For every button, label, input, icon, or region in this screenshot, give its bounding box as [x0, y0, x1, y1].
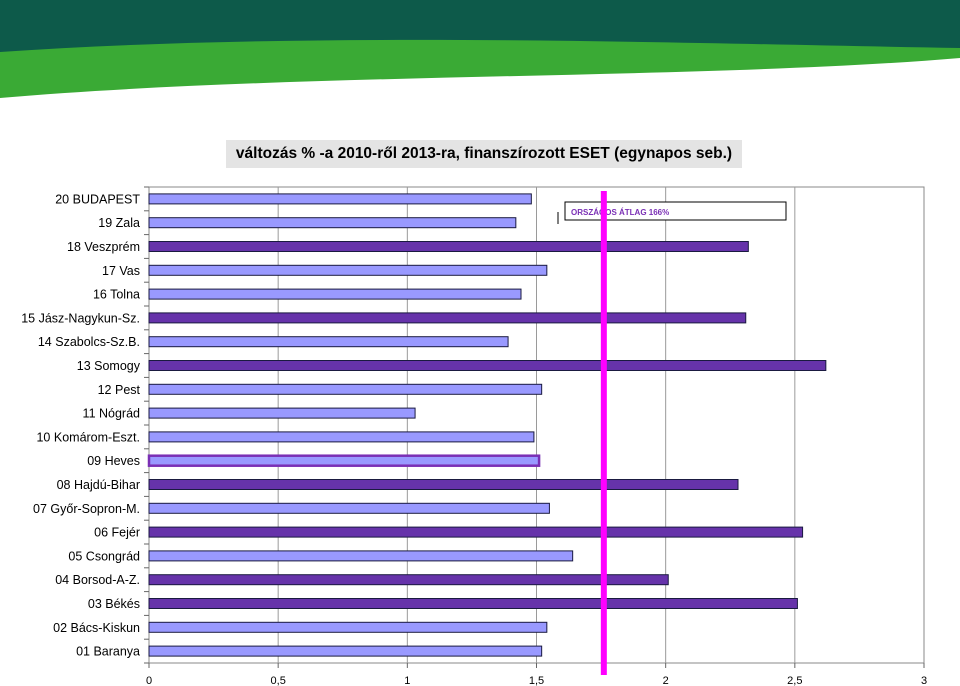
category-label: 12 Pest	[98, 383, 141, 397]
category-label: 10 Komárom-Eszt.	[36, 430, 140, 444]
category-label: 20 BUDAPEST	[55, 192, 140, 206]
bar	[148, 336, 509, 348]
category-label: 17 Vas	[102, 264, 140, 278]
category-label: 13 Somogy	[77, 359, 141, 373]
average-callout-box	[564, 201, 787, 221]
category-label: 18 Veszprém	[67, 240, 140, 254]
x-tick-label: 0	[146, 675, 152, 686]
chart-title: változás % -a 2010-ről 2013-ra, finanszí…	[226, 140, 742, 168]
banner-dark-band	[0, 0, 960, 52]
bar	[148, 574, 669, 586]
x-tick-label: 0,5	[271, 675, 286, 686]
x-tick-label: 3	[921, 675, 927, 686]
category-label: 11 Nógrád	[83, 407, 140, 421]
category-label: 14 Szabolcs-Sz.B.	[38, 335, 140, 349]
category-label: 02 Bács-Kiskun	[53, 621, 140, 635]
category-label: 03 Békés	[88, 597, 140, 611]
bar	[148, 312, 747, 324]
bar	[148, 383, 543, 395]
bar	[148, 241, 749, 252]
category-label: 16 Tolna	[93, 288, 140, 302]
bar	[148, 407, 416, 419]
bar	[148, 479, 739, 490]
category-label: 06 Fejér	[94, 526, 140, 540]
bar	[148, 621, 548, 633]
x-tick-label: 1	[404, 675, 410, 686]
category-label: 01 Baranya	[76, 645, 140, 659]
bar	[148, 360, 827, 371]
bar	[147, 454, 541, 467]
category-label: 15 Jász-Nagykun-Sz.	[21, 311, 140, 325]
bar	[148, 502, 550, 514]
x-tick-label: 2,5	[787, 675, 802, 686]
bar	[148, 217, 517, 229]
bar	[148, 288, 522, 300]
x-tick-label: 2	[663, 675, 669, 686]
category-label: 07 Győr-Sopron-M.	[33, 502, 140, 516]
header-banner	[0, 0, 960, 98]
bar	[148, 193, 532, 205]
bar	[148, 550, 574, 562]
category-label: 19 Zala	[98, 216, 140, 230]
bar	[148, 431, 535, 443]
category-label: 05 Csongrád	[68, 549, 140, 563]
bar	[148, 526, 804, 538]
category-label: 04 Borsod-A-Z.	[55, 573, 140, 587]
bar	[148, 598, 798, 609]
category-label: 08 Hajdú-Bihar	[57, 478, 140, 492]
bar-chart: 01 Baranya 02 Bács-Kiskun 03 Békés 04 Borso…	[21, 186, 927, 686]
bar	[148, 645, 543, 657]
average-callout-label: ORSZÁGOS ÁTLAG 166%	[571, 208, 669, 217]
category-label: 09 Heves	[87, 454, 140, 468]
bar	[148, 264, 548, 276]
x-tick-label: 1,5	[529, 675, 544, 686]
